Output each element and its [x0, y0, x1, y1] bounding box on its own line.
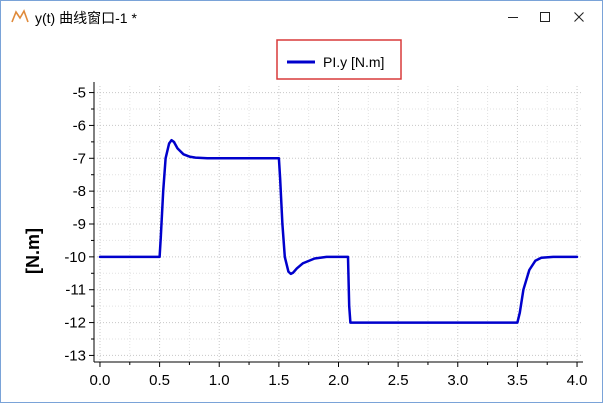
y-axis-label: [N.m] — [23, 228, 43, 274]
title-bar[interactable]: y(t) 曲线窗口-1 * — [1, 1, 602, 32]
line-chart: -5 -6 -7 -8 -9 -10 -11 -12 -130.0 0.5 1.0 1.5 2.0 2.5… — [23, 39, 587, 389]
x-tick-label: 0.5 — [149, 372, 170, 389]
x-tick-label: 2.5 — [388, 372, 409, 389]
x-tick-label: 1.0 — [209, 372, 230, 389]
y-tick-label: -8 — [73, 183, 86, 200]
y-tick-label: -12 — [64, 315, 86, 332]
y-tick-label: -5 — [73, 85, 86, 102]
y-tick-label: -6 — [73, 117, 86, 134]
y-tick-label: -13 — [64, 347, 86, 364]
series-line — [98, 138, 579, 324]
legend-box — [276, 39, 402, 80]
series-layer — [98, 138, 579, 324]
legend[interactable]: PI.y [N.m] — [276, 39, 402, 80]
close-button[interactable] — [563, 1, 595, 32]
y-tick-label: -10 — [64, 249, 86, 266]
curve-chart-icon — [11, 9, 29, 23]
y-tick-label: -9 — [73, 216, 86, 233]
x-tick-label: 4.0 — [567, 372, 588, 389]
maximize-button[interactable] — [529, 1, 561, 32]
x-tick-label: 1.5 — [268, 372, 289, 389]
maximize-icon — [540, 11, 550, 22]
minimize-button[interactable] — [497, 1, 529, 32]
minimize-icon — [508, 16, 518, 18]
y-tick-label: -11 — [65, 282, 86, 299]
x-tick-label: 3.5 — [507, 372, 528, 389]
x-tick-label: 3.0 — [447, 372, 468, 389]
x-tick-label: 0.0 — [90, 372, 111, 389]
grid — [94, 86, 583, 362]
x-tick-label: 2.0 — [328, 372, 349, 389]
legend-label: PI.y [N.m] — [323, 54, 384, 70]
axes: -5 -6 -7 -8 -9 -10 -11 -12 -130.0 0.5 1.0 1.5 2.0 2.5… — [64, 82, 587, 389]
window-title: y(t) 曲线窗口-1 * — [35, 10, 137, 26]
y-tick-label: -7 — [73, 150, 86, 167]
close-icon — [574, 11, 584, 22]
